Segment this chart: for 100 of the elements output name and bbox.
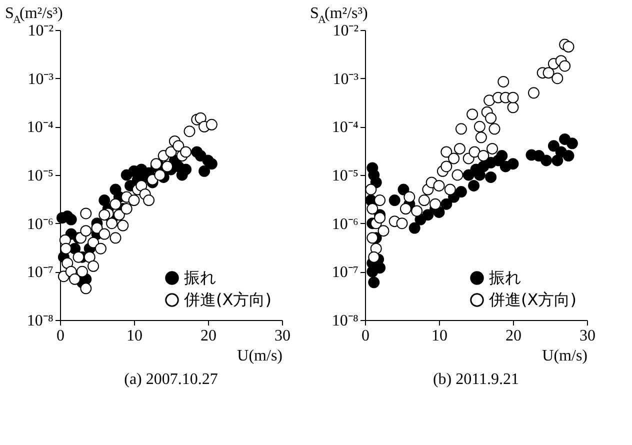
point [468,146,480,158]
y-tick-label: 10⁻⁶ [26,216,54,233]
point [552,154,564,166]
point [408,222,420,234]
y-tick-label: 10⁻⁵ [26,168,54,184]
x-tick-label: 10 [126,328,142,344]
point [117,220,129,232]
point [98,209,110,221]
point [440,160,452,172]
point [69,273,81,285]
point [62,257,74,269]
y-tick-label: 10⁻⁵ [332,168,358,184]
point [496,150,508,162]
point [198,165,210,177]
point [398,184,410,196]
point [475,132,487,144]
point [366,232,378,244]
point [76,266,88,278]
point [113,209,125,221]
y-tick-label: 10⁻⁴ [332,119,359,136]
point [128,194,140,206]
point [548,140,560,152]
text: (a) 2007.10.27 [124,371,218,388]
point [507,92,519,104]
point [65,214,77,226]
point [452,169,464,181]
point [555,146,567,158]
point [507,158,519,170]
point [396,218,408,230]
point [110,232,122,244]
point [368,251,380,263]
point [559,60,571,72]
point [110,198,122,210]
point [422,209,434,221]
point [485,171,497,183]
point [106,218,118,230]
y-tick-label: 10⁻³ [28,70,54,88]
point [206,158,218,170]
legend-label: 振れ [489,268,521,287]
point [566,138,578,150]
point [84,251,96,263]
point [454,142,466,154]
point [455,123,467,135]
point [498,76,510,88]
point [154,169,166,181]
point [80,282,92,294]
point [150,158,162,170]
point [368,276,380,288]
point [400,203,412,215]
point [60,242,72,254]
point [444,184,456,196]
point [98,228,110,240]
x-tick-label: 20 [506,328,522,344]
point [143,194,155,206]
point [474,120,486,132]
legend-label: 振れ [184,268,216,287]
point [404,191,416,203]
legend-label: 併進(X方向) [183,290,272,309]
point [433,180,445,192]
point [91,222,103,234]
point [136,180,148,192]
point [180,146,192,158]
point [486,142,498,154]
legend-label: 併進(X方向) [488,290,576,309]
point [562,41,574,52]
point [206,118,218,130]
point [98,194,110,206]
y-tick-label: 10⁻⁶ [332,216,358,233]
x-tick-label: 30 [580,328,596,344]
x-axis-title: U(m/s) [237,348,282,364]
point [488,123,500,135]
x-axis-title: U(m/s) [542,348,588,364]
text: (b) 2011.9.21 [432,371,520,388]
point [485,112,497,124]
point [388,194,400,206]
point [120,203,132,215]
y-tick-label: 10⁻³ [332,70,359,88]
point [542,67,554,79]
y-tick-label: 10⁻² [332,22,359,40]
point [374,194,386,206]
point [540,154,552,166]
point [184,126,196,138]
point [88,260,100,272]
point [94,242,106,254]
y-tick-label: 10⁻⁸ [332,312,358,330]
y-tick-label: 10⁻⁴ [26,119,54,136]
y-tick-label: 10⁻⁷ [332,264,358,282]
y-tick-label: 10⁻² [28,22,54,40]
point [374,212,386,224]
y-tick-label: 10⁻⁸ [26,312,54,330]
point [194,112,206,124]
point [80,225,92,237]
x-tick-label: 20 [200,328,216,344]
x-tick-label: 10 [432,328,448,344]
point [455,186,467,198]
point [418,194,430,206]
point [466,108,478,120]
point [468,180,480,192]
point [440,198,452,210]
point [448,152,460,164]
